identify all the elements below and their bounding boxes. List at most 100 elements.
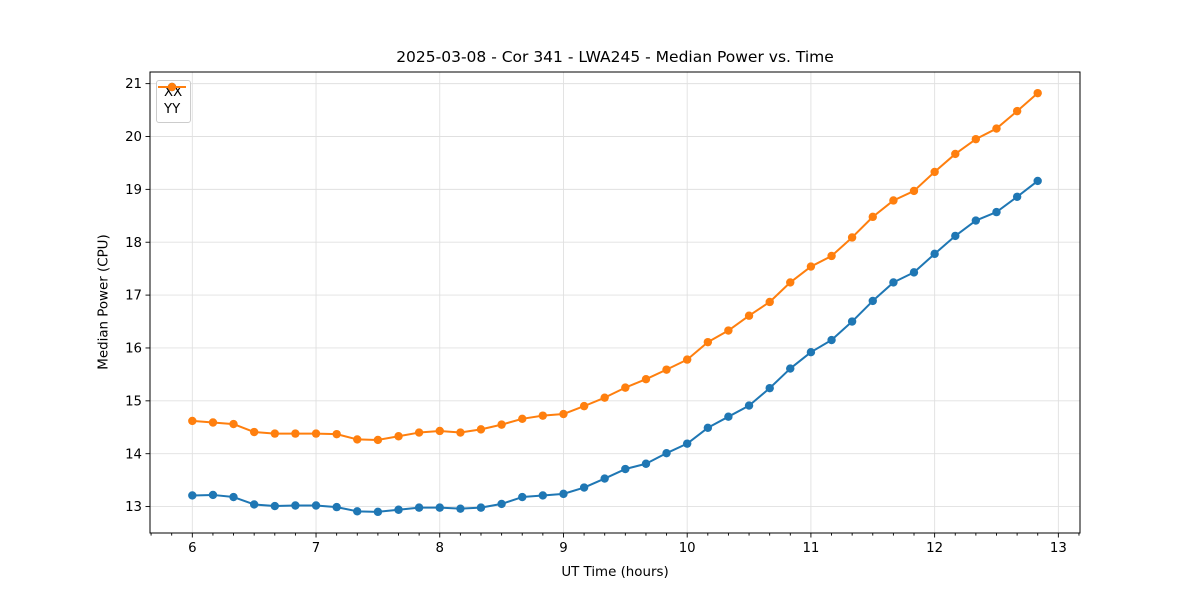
series-yy-point <box>208 418 218 427</box>
series-yy-point <box>188 416 197 426</box>
x-axis-label: UT Time (hours) <box>561 565 669 580</box>
series-xx-point <box>786 364 795 373</box>
series-yy-point <box>518 414 527 424</box>
series-yy-point <box>703 337 713 347</box>
series-xx-point <box>971 216 981 225</box>
series-yy-point <box>394 432 403 441</box>
series-yy-point <box>951 149 960 159</box>
x-tick-label: 10 <box>679 541 696 556</box>
legend-label-yy: YY <box>164 102 181 118</box>
series-yy-point <box>1033 88 1042 98</box>
y-tick-label: 21 <box>125 77 142 92</box>
series-xx-point <box>621 464 630 474</box>
series-yy-point <box>229 419 238 429</box>
series-xx-point <box>373 507 383 517</box>
series-yy-point <box>353 435 362 444</box>
series-xx-point <box>662 448 671 458</box>
series-yy-point <box>765 297 774 307</box>
series-xx-point <box>744 401 754 410</box>
series-xx-point <box>414 503 424 512</box>
series-xx-point <box>847 317 857 326</box>
series-xx-point <box>311 501 321 510</box>
x-tick-label: 11 <box>802 541 819 556</box>
y-tick-label: 17 <box>125 289 142 304</box>
series-xx-point <box>889 278 898 287</box>
series-yy-point <box>847 233 857 242</box>
axis-ticks <box>145 83 1080 538</box>
series-yy-point <box>559 409 568 419</box>
x-tick-label: 13 <box>1050 541 1067 556</box>
series-yy-point <box>373 435 383 445</box>
series-xx-point <box>538 491 548 500</box>
series-yy-point <box>291 429 300 438</box>
y-tick-label: 19 <box>125 183 142 198</box>
series-xx-point <box>249 500 259 509</box>
series-yy-point <box>971 134 981 144</box>
series-yy-point <box>806 262 816 271</box>
series-xx-point <box>476 503 486 512</box>
gridlines <box>150 72 1080 533</box>
series-yy-point <box>992 124 1001 133</box>
series-yy-point <box>476 425 486 434</box>
series-xx-point <box>1012 192 1022 201</box>
series-xx-point <box>353 507 362 516</box>
series-xx-point <box>868 296 877 306</box>
series-xx-point <box>703 423 713 432</box>
series-xx-point <box>1033 176 1042 186</box>
series-yy-point <box>662 365 671 374</box>
series-xx-point <box>909 268 919 277</box>
series-yy-line <box>191 92 1039 441</box>
y-tick-label: 20 <box>125 130 142 145</box>
series-xx-point <box>332 502 341 512</box>
series-yy-point <box>414 428 424 437</box>
y-tick-label: 18 <box>125 236 142 251</box>
series-xx-point <box>682 439 692 448</box>
series-yy-point <box>621 383 630 392</box>
legend-line-marker-yy-icon <box>158 82 186 92</box>
legend: XX YY <box>156 80 192 123</box>
series-xx-point <box>724 412 733 421</box>
series-xx-point <box>435 503 444 512</box>
series-yy-point <box>744 311 754 320</box>
series-yy-point <box>435 426 444 436</box>
series-xx-point <box>497 499 506 509</box>
series-yy-point <box>311 429 321 438</box>
series-xx-point <box>456 504 465 513</box>
series-xx <box>188 176 1042 517</box>
series-xx-point <box>827 335 836 345</box>
series-yy-point <box>786 278 795 287</box>
series-yy-point <box>930 167 939 177</box>
x-tick-label: 7 <box>312 541 320 556</box>
x-tick-label: 8 <box>436 541 444 556</box>
series-xx-point <box>291 501 300 510</box>
series-xx-line <box>191 179 1039 513</box>
series-yy <box>188 88 1042 445</box>
series-yy-point <box>641 374 651 384</box>
series-xx-point <box>559 489 568 499</box>
series-xx-point <box>806 347 816 357</box>
series-xx-point <box>188 491 197 500</box>
series-yy-point <box>827 251 836 261</box>
y-tick-label: 13 <box>125 500 142 515</box>
series-yy-point <box>868 212 877 222</box>
series-xx-point <box>518 492 527 502</box>
series-yy-point <box>332 429 341 439</box>
series-xx-point <box>270 501 280 511</box>
series-xx-point <box>951 231 960 241</box>
series-yy-point <box>600 393 609 402</box>
series-xx-point <box>992 207 1001 217</box>
plot-frame <box>149 71 1081 534</box>
y-tick-label: 15 <box>125 394 142 409</box>
x-tick-label: 12 <box>926 541 943 556</box>
x-tick-label: 9 <box>559 541 567 556</box>
series-yy-point <box>538 411 548 420</box>
series-yy-point <box>909 186 919 196</box>
series-xx-point <box>600 474 609 483</box>
series-xx-point <box>394 505 403 514</box>
series-yy-point <box>682 355 692 364</box>
series-xx-point <box>930 249 939 259</box>
axis-tick-labels: 6 7 8 9 10 11 12 13 13 14 15 16 17 18 19 20 21 <box>125 77 1067 556</box>
chart-title: 2025-03-08 - Cor 341 - LWA245 - Median P… <box>396 48 834 66</box>
